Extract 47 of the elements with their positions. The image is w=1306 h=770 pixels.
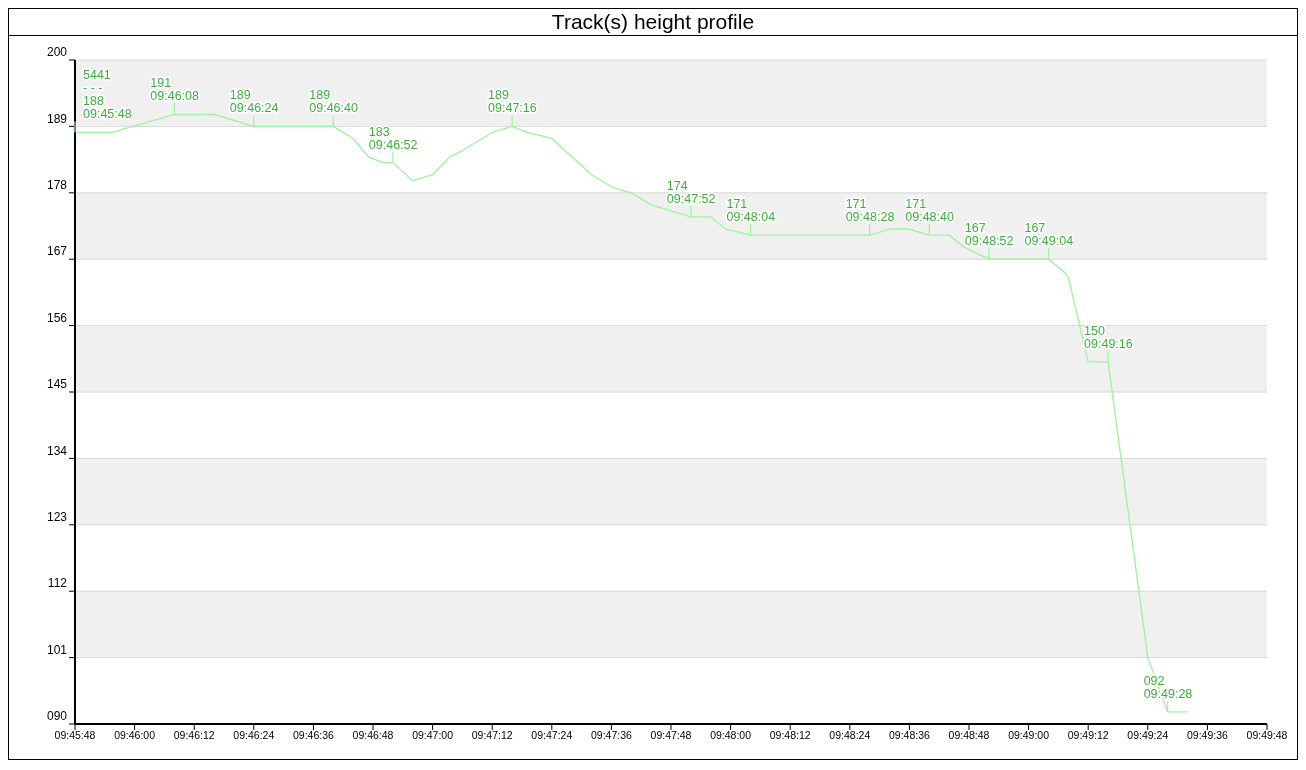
annotation: 167 09:48:52 (964, 221, 1014, 249)
x-tick-label: 09:49:12 (1067, 729, 1109, 742)
x-tick-label: 09:46:12 (173, 729, 215, 742)
annotation: 5441 - - - 188 09:45:48 (83, 68, 132, 122)
annotation: 150 09:49:16 (1084, 323, 1133, 351)
x-tick-label: 09:47:12 (471, 729, 513, 742)
annotation: 189 09:46:40 (309, 88, 358, 116)
x-tick-label: 09:47:36 (590, 729, 632, 742)
y-tick-label: 101 (46, 642, 68, 657)
x-tick-label: 09:47:24 (531, 729, 573, 742)
x-tick-label: 09:49:48 (1246, 729, 1288, 742)
y-tick-label: 156 (46, 310, 68, 325)
annotation: 171 09:48:40 (905, 197, 954, 225)
x-tick-label: 09:46:24 (233, 729, 275, 742)
x-tick-label: 09:46:00 (114, 729, 156, 742)
annotation: 191 09:46:08 (150, 76, 200, 104)
x-tick-label: 09:48:24 (829, 729, 871, 742)
x-tick-label: 09:46:36 (292, 729, 335, 742)
x-tick-label: 09:49:24 (1127, 729, 1169, 742)
chart-title: Track(s) height profile (9, 9, 1297, 36)
y-tick-label: 189 (46, 111, 68, 126)
y-tick-label: 145 (46, 377, 68, 392)
annotation: 183 09:46:52 (368, 124, 418, 152)
annotation: 174 09:47:52 (666, 178, 716, 206)
x-tick-label: 09:47:48 (650, 729, 692, 742)
x-tick-label: 09:49:36 (1186, 729, 1228, 742)
annotation: 167 09:49:04 (1024, 221, 1074, 249)
x-tick-label: 09:48:12 (769, 729, 811, 742)
y-tick-label: 178 (46, 178, 68, 193)
x-tick-label: 09:48:36 (888, 729, 930, 742)
annotation: 189 09:47:16 (488, 88, 537, 116)
x-tick-label: 09:49:00 (1008, 729, 1050, 742)
y-tick-label: 123 (46, 510, 68, 525)
x-tick-label: 09:47:00 (412, 729, 454, 742)
x-tick-label: 09:48:48 (948, 729, 990, 742)
x-tick-label: 09:45:48 (54, 729, 96, 742)
y-tick-label: 167 (46, 244, 68, 259)
y-tick-label: 112 (47, 576, 68, 591)
y-tick-label: 090 (46, 709, 68, 724)
x-tick-label: 09:48:00 (710, 729, 752, 742)
annotation: 171 09:48:28 (845, 197, 895, 225)
annotation: 092 09:49:28 (1143, 673, 1193, 701)
annotation: 189 09:46:24 (229, 88, 279, 116)
y-tick-label: 200 (46, 45, 68, 60)
y-tick-label: 134 (46, 443, 68, 458)
x-tick-label: 09:46:48 (352, 729, 394, 742)
annotation: 171 09:48:04 (726, 197, 776, 225)
